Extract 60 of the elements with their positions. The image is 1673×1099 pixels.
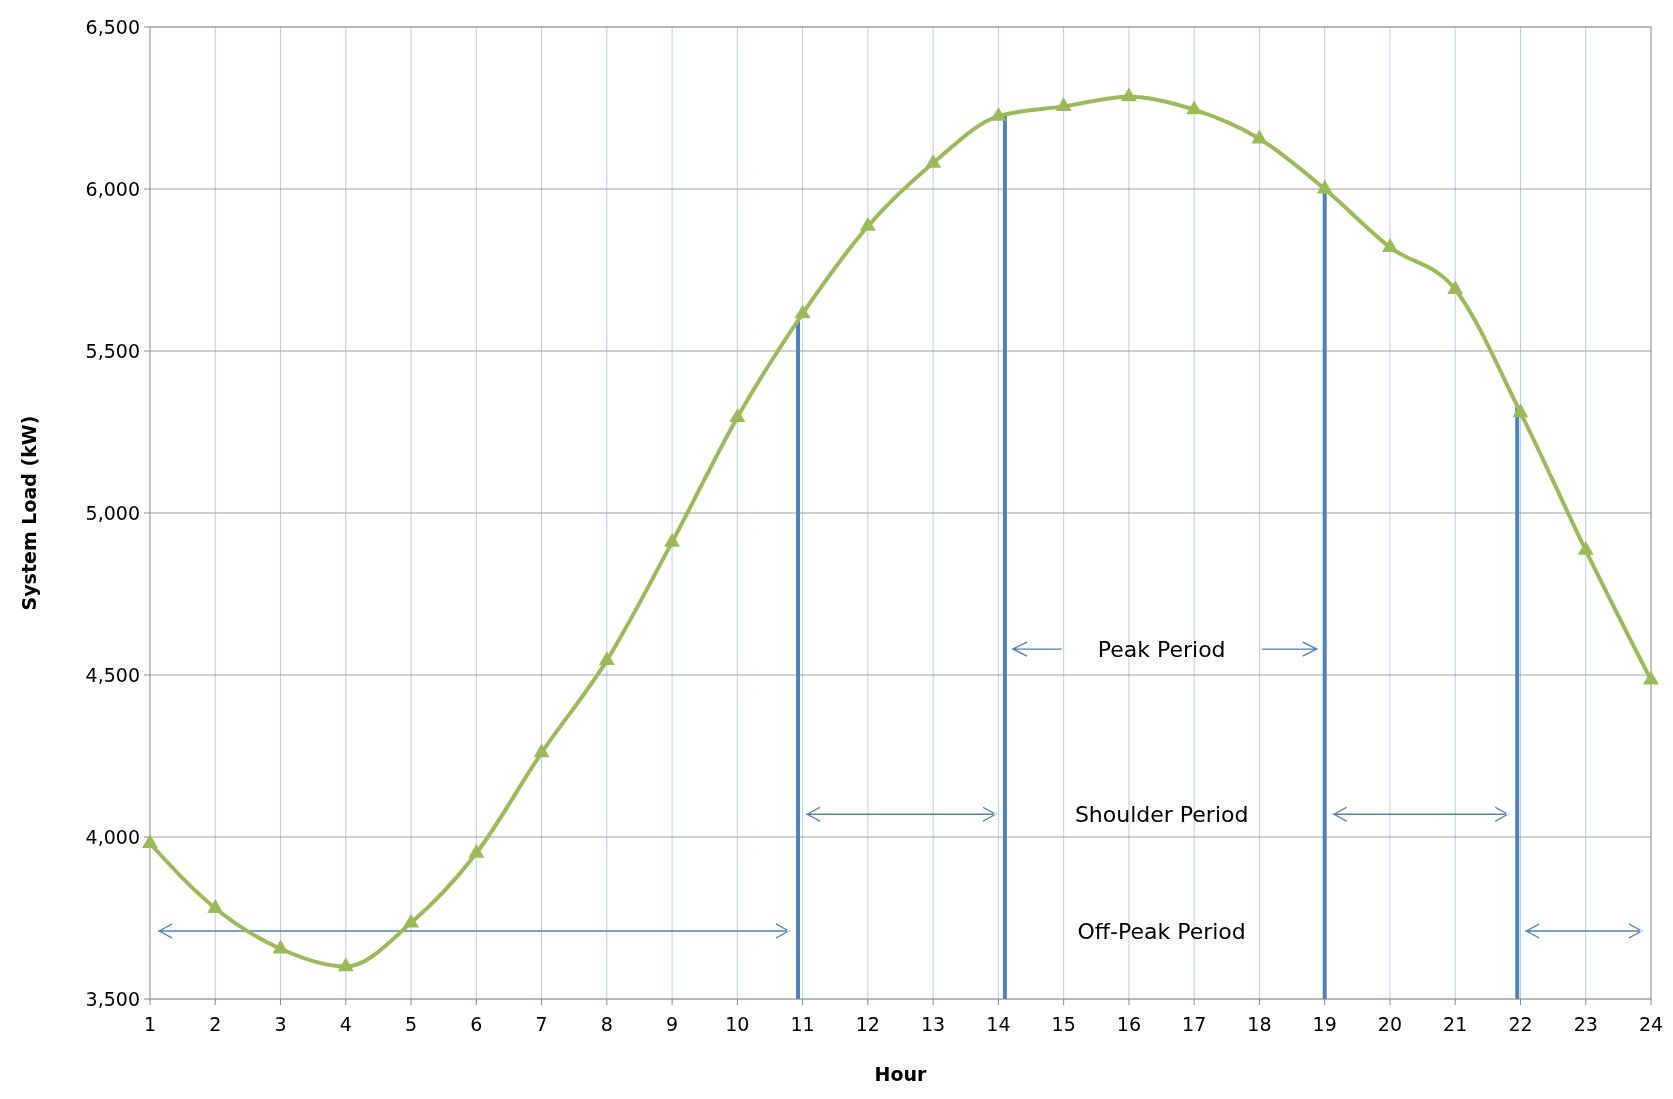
point [533, 743, 550, 758]
point [207, 899, 224, 913]
point [337, 957, 354, 972]
y-tick-label: 4,500 [85, 663, 140, 686]
annotation: Shoulder Period [1074, 802, 1249, 828]
x-tick-label: 16 [1116, 1013, 1142, 1035]
point [1120, 87, 1137, 102]
x-tick-label: 2 [209, 1013, 222, 1035]
x-tick-label: 21 [1443, 1013, 1468, 1035]
point [794, 304, 811, 319]
point [859, 217, 876, 231]
x-tick-label: 23 [1573, 1013, 1598, 1035]
point [468, 844, 485, 858]
point [403, 913, 420, 928]
point [1643, 670, 1659, 685]
x-tick-label: 6 [470, 1013, 483, 1035]
point [729, 408, 746, 423]
x-tick-label: 3 [274, 1013, 287, 1035]
point [1186, 100, 1203, 115]
point [1447, 280, 1464, 295]
x-tick-label: 14 [986, 1013, 1011, 1035]
x-tick-label: 17 [1182, 1013, 1207, 1035]
x-tick-label: 12 [855, 1013, 880, 1035]
x-tick-label: 1 [143, 1013, 157, 1035]
y-tick-label: 4,000 [85, 825, 140, 848]
point [598, 651, 615, 666]
x-tick-label: 24 [1638, 1013, 1664, 1035]
x-tick-label: 13 [921, 1013, 946, 1035]
x-tick-label: 8 [600, 1013, 613, 1035]
point [1251, 129, 1268, 144]
point [664, 532, 681, 547]
y-axis-title: System Load (kW) [18, 415, 40, 611]
x-tick-label: 18 [1247, 1013, 1272, 1035]
x-axis-title: Hour [874, 1063, 928, 1085]
x-tick-label: 15 [1051, 1013, 1076, 1035]
x-tick-label: 10 [725, 1013, 750, 1035]
x-tick-label: 22 [1508, 1013, 1533, 1035]
y-tick-label: 3,500 [85, 987, 140, 1010]
x-tick-label: 9 [666, 1013, 679, 1035]
point [925, 153, 942, 168]
point [1381, 238, 1398, 252]
point [1055, 97, 1072, 111]
x-tick-label: 7 [535, 1013, 548, 1035]
x-tick-label: 11 [790, 1013, 815, 1035]
y-tick-label: 5,000 [85, 501, 140, 524]
x-tick-label: 20 [1377, 1013, 1403, 1035]
point [1577, 541, 1594, 555]
point [272, 939, 289, 954]
point [1316, 179, 1333, 194]
annotation: Off-Peak Period [1077, 918, 1246, 944]
y-tick-label: 6,500 [85, 15, 140, 38]
annotation: Peak Period [1097, 636, 1226, 662]
point [142, 834, 158, 849]
y-tick-label: 5,500 [85, 339, 140, 362]
x-tick-label: 4 [339, 1013, 352, 1035]
x-tick-label: 5 [405, 1013, 418, 1035]
x-tick-label: 19 [1312, 1013, 1337, 1035]
point [1512, 403, 1529, 418]
point [990, 106, 1007, 121]
y-tick-label: 6,000 [85, 177, 140, 200]
